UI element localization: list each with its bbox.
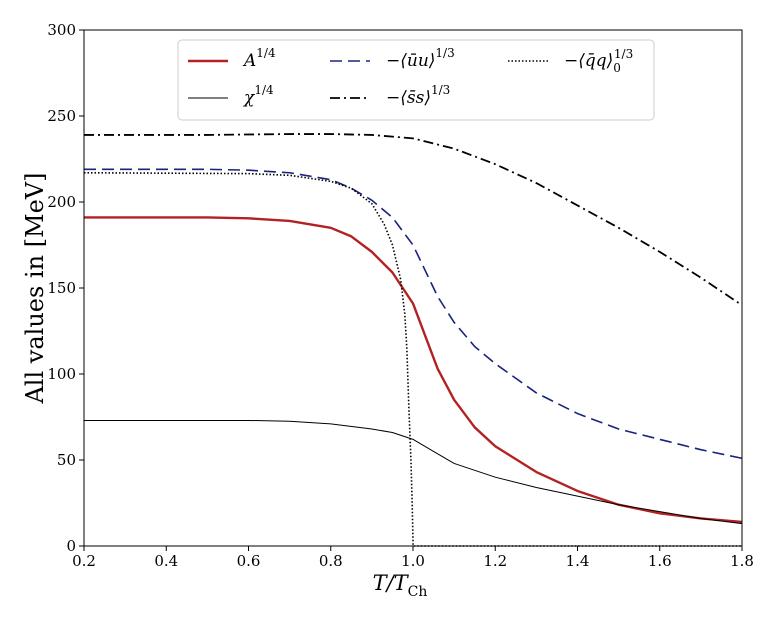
- x-tick-label: 1.8: [730, 552, 754, 570]
- legend: A1/4 χ1/4 −⟨ūu⟩1/3 −⟨s̄s⟩1/3 −⟨q̄q⟩01/3: [177, 39, 655, 121]
- legend-label-4: −⟨q̄q⟩01/3: [564, 47, 633, 75]
- y-tick-label: 0: [66, 537, 76, 555]
- x-tick-label: 0.6: [237, 552, 261, 570]
- series-line-0: [84, 216, 743, 524]
- series-layer: [83, 133, 743, 547]
- y-axis-title: All values in [MeV]: [21, 172, 49, 404]
- y-tick-label: 100: [47, 365, 76, 383]
- x-axis-title: T/TCh: [373, 571, 428, 600]
- x-tick-label: 0.4: [154, 552, 178, 570]
- y-tick-label: 200: [47, 193, 76, 211]
- x-axis-title-main: T/T: [373, 571, 410, 595]
- x-tick-label: 1.6: [648, 552, 672, 570]
- legend-label-2: −⟨ūu⟩1/3: [386, 46, 455, 71]
- series-line-1: [84, 419, 743, 525]
- x-axis-title-sub: Ch: [408, 584, 428, 600]
- y-tick-label: 50: [57, 451, 76, 469]
- x-tick-label: 0.8: [319, 552, 343, 570]
- y-tick-label: 250: [47, 107, 76, 125]
- x-tick-label: 1.0: [401, 552, 425, 570]
- series-line-2: [84, 168, 743, 460]
- y-tick-label: 300: [47, 21, 76, 39]
- y-tick-label: 150: [47, 279, 76, 297]
- x-tick-label: 1.4: [566, 552, 590, 570]
- legend-label-1: χ1/4: [243, 83, 274, 108]
- x-axis: 0.2 0.4 0.6 0.8 1.0 1.2 1.4 1.6 1.8: [72, 546, 754, 570]
- series-line-4: [83, 171, 742, 547]
- x-tick-label: 0.2: [72, 552, 96, 570]
- x-tick-label: 1.2: [483, 552, 507, 570]
- legend-box: [177, 39, 655, 121]
- series-line-3: [84, 133, 743, 306]
- legend-label-0: A1/4: [242, 46, 276, 71]
- legend-label-3: −⟨s̄s⟩1/3: [386, 83, 450, 108]
- y-axis: 0 50 100 150 200 250 300: [47, 21, 84, 555]
